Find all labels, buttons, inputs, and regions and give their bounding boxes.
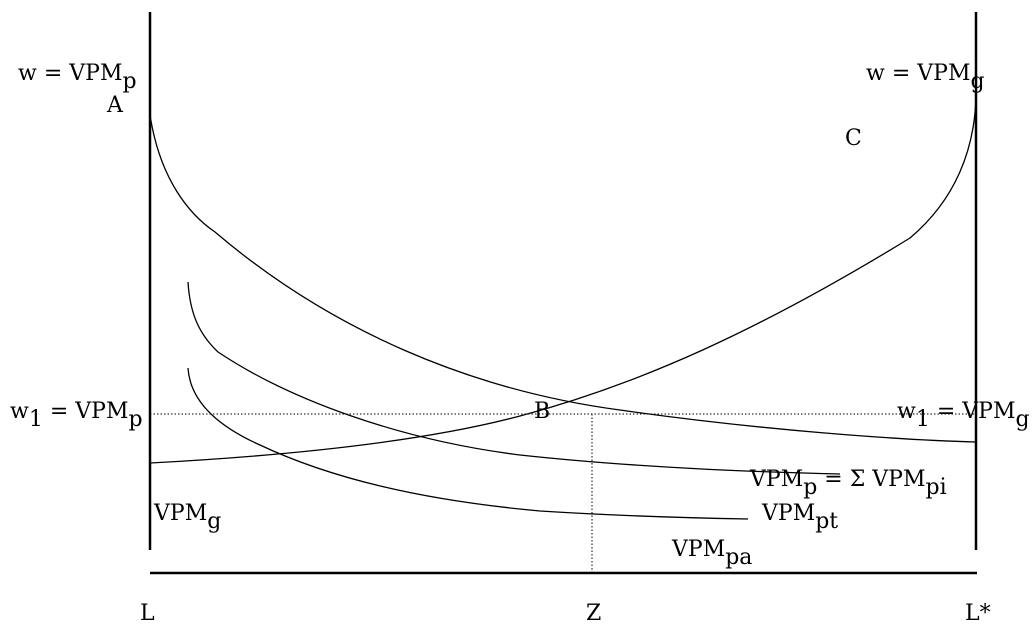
vpm-g-curve <box>149 94 977 464</box>
vpm-p-total-curve <box>149 114 977 443</box>
label-vpm-pa: VPMpa <box>671 537 752 570</box>
vpm-pt-curve <box>187 367 749 520</box>
label-point-a: A <box>106 93 124 118</box>
axis-label-l-star: L* <box>965 601 991 625</box>
label-mid-right: w1 = VPMg <box>897 399 1030 432</box>
label-top-left: w = VPMp <box>18 61 137 94</box>
label-vpm-g: VPMg <box>153 501 221 534</box>
label-vpm-p-sum: VPMp = Σ VPMpi <box>749 467 947 500</box>
label-vpm-pt: VPMpt <box>761 501 838 534</box>
axis-label-z: Z <box>586 601 601 625</box>
label-point-c: C <box>845 126 862 151</box>
label-top-right: w = VPMg <box>866 61 985 94</box>
vpm-p-sum-curve <box>187 281 841 475</box>
axis-label-l: L <box>140 601 155 625</box>
label-point-b: B <box>534 399 550 424</box>
label-mid-left: w1 = VPMp <box>10 399 143 432</box>
